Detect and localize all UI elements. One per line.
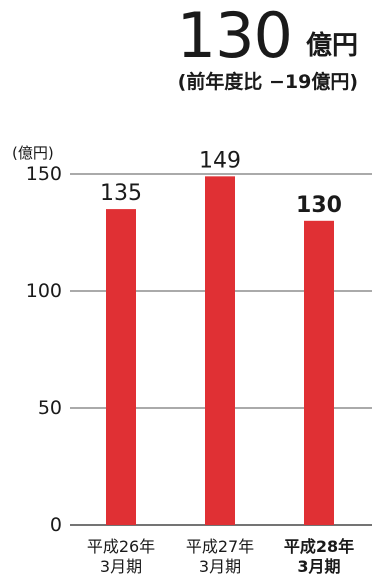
x-tick-label: 平成26年 — [87, 537, 155, 556]
y-tick-label: 0 — [50, 514, 62, 536]
y-tick-label: 50 — [38, 397, 62, 419]
bar-value-label: 135 — [100, 181, 142, 206]
bar — [304, 220, 334, 526]
x-tick-label: 3月期 — [297, 557, 340, 576]
headline-value: 130 — [176, 0, 293, 72]
y-axis-label: (億円) — [12, 144, 54, 162]
bar — [205, 176, 235, 525]
bar-value-label: 149 — [199, 148, 241, 173]
x-tick-label: 平成28年 — [284, 537, 354, 556]
headline-change: (前年度比 −19億円) — [177, 71, 358, 93]
y-tick-label: 100 — [26, 280, 62, 302]
headline: 130 億円 (前年度比 −19億円) — [0, 0, 358, 100]
y-tick-label: 150 — [26, 163, 62, 185]
x-tick-label: 3月期 — [199, 557, 241, 576]
headline-unit: 億円 — [305, 31, 358, 61]
bar — [106, 209, 136, 525]
bar-value-label: 130 — [296, 193, 342, 218]
x-tick-label: 平成27年 — [186, 537, 254, 556]
x-tick-label: 3月期 — [100, 557, 142, 576]
